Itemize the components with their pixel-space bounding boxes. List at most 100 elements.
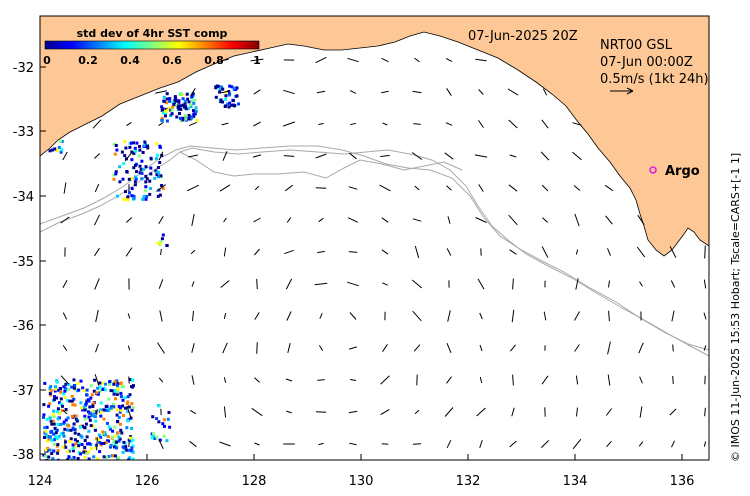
current-vector — [575, 375, 579, 385]
sst-pixel — [158, 242, 162, 246]
sst-pixel — [184, 107, 188, 111]
current-vector — [703, 345, 707, 351]
sst-pixel — [179, 116, 182, 120]
sst-pixel — [724, 411, 727, 414]
current-vector — [318, 217, 324, 223]
current-vector — [639, 376, 643, 384]
sst-pixel — [120, 431, 124, 435]
sst-pixel — [118, 410, 122, 414]
current-vector — [62, 151, 68, 161]
sst-pixel — [48, 402, 52, 406]
sst-pixel — [113, 454, 117, 458]
sst-pixel — [192, 114, 196, 118]
sst-pixel — [117, 415, 121, 419]
sst-pixel — [187, 100, 191, 104]
sst-pixel — [172, 102, 176, 106]
current-vector — [479, 376, 483, 384]
current-vector — [671, 310, 675, 322]
sst-pixel — [81, 386, 85, 390]
sst-pixel — [72, 428, 76, 431]
sst-pixel — [105, 455, 109, 459]
sst-pixel — [183, 105, 186, 109]
sst-pixel — [99, 401, 103, 405]
sst-pixel — [99, 435, 103, 439]
sst-pixel — [112, 392, 116, 396]
sst-pixel — [153, 437, 157, 440]
current-vector — [350, 379, 356, 381]
sst-pixel — [87, 429, 91, 433]
sst-pixel — [77, 388, 81, 392]
sst-pixel — [108, 383, 111, 386]
sst-pixel — [149, 187, 153, 190]
sst-pixel — [140, 159, 144, 163]
sst-pixel — [148, 179, 152, 183]
sst-pixel — [151, 432, 155, 436]
current-vector — [574, 344, 580, 352]
sst-pixel — [84, 402, 88, 406]
sst-pixel — [53, 426, 57, 430]
circle-marker-icon — [649, 166, 657, 174]
sst-pixel — [168, 97, 172, 101]
sst-pixel — [115, 194, 119, 198]
current-vector — [475, 58, 487, 62]
sst-pixel — [124, 448, 128, 452]
sst-pixel — [74, 442, 78, 446]
sst-pixel — [47, 455, 51, 459]
sst-pixel — [70, 414, 74, 418]
sst-pixel — [88, 411, 92, 415]
sst-pixel — [130, 177, 133, 181]
sst-pixel — [122, 440, 126, 444]
current-vector — [411, 152, 423, 160]
sst-pixel — [96, 392, 100, 396]
sst-pixel — [134, 149, 138, 153]
current-vector — [573, 185, 581, 191]
sst-pixel — [218, 87, 222, 91]
current-vector — [349, 442, 357, 446]
current-vector — [509, 154, 517, 158]
sst-pixel — [117, 439, 121, 443]
sst-pixel — [115, 444, 119, 448]
sst-pixel — [138, 145, 141, 148]
sst-pixel — [164, 114, 167, 118]
sst-pixel — [127, 458, 131, 460]
sst-pixel — [107, 397, 111, 401]
current-vector — [541, 375, 549, 385]
sst-pixel — [67, 383, 71, 386]
current-vector — [156, 184, 166, 192]
sst-pixel — [158, 438, 162, 442]
current-vector — [475, 217, 487, 223]
current-vector — [223, 217, 227, 223]
sst-pixel — [153, 176, 157, 180]
sst-pixel — [57, 434, 61, 438]
colorbar-tick: 0.8 — [204, 54, 224, 67]
sst-pixel — [89, 411, 93, 415]
current-vector — [191, 375, 195, 385]
current-vector — [349, 90, 357, 94]
sst-pixel — [107, 455, 111, 458]
colorbar-tick: 0.2 — [78, 54, 98, 67]
sst-pixel — [108, 380, 112, 384]
sst-pixel — [85, 442, 89, 446]
current-vector — [478, 184, 484, 192]
sst-pixel — [48, 448, 52, 452]
sst-pixel — [59, 390, 63, 394]
sst-pixel — [43, 436, 46, 439]
sst-pixel — [134, 175, 138, 179]
sst-pixel — [155, 417, 159, 421]
sst-pixel — [115, 440, 118, 444]
current-vector — [125, 217, 133, 223]
sst-pixel — [66, 458, 70, 460]
sst-pixel — [130, 446, 134, 450]
sst-pixel — [146, 144, 150, 148]
sst-pixel — [138, 171, 142, 175]
colorbar-tick: 1 — [253, 54, 261, 67]
sst-pixel — [61, 404, 64, 408]
sst-pixel — [181, 97, 185, 101]
sst-pixel — [59, 387, 62, 391]
isobath-line-c — [179, 151, 463, 179]
current-vector — [349, 346, 357, 350]
sst-pixel — [124, 445, 128, 449]
current-vector — [221, 122, 229, 126]
sst-pixel — [116, 385, 120, 389]
sst-pixel — [98, 389, 102, 393]
